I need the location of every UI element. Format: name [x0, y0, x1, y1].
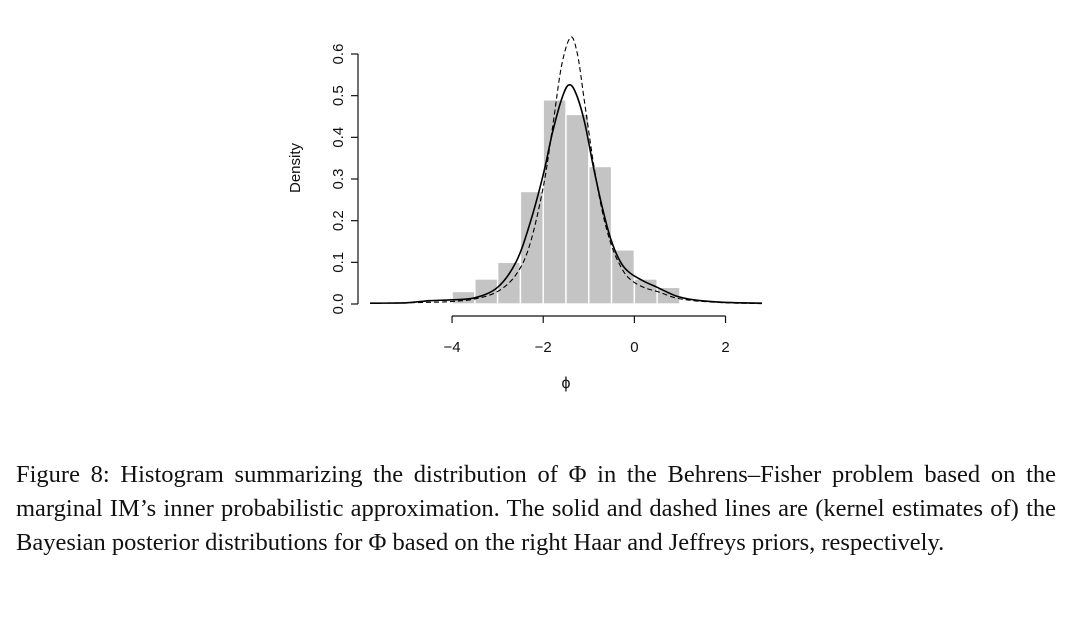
x-tick-label: −2 [535, 339, 552, 356]
histogram-bar [588, 165, 613, 305]
x-tick-label: 0 [630, 339, 638, 356]
x-tick-label: 2 [721, 339, 729, 356]
histogram-bar [656, 286, 681, 305]
histogram-figure: −4 −2 0 2 0.0 0.1 0.2 0.3 0.4 0.5 0.6 ϕ Density [287, 36, 763, 392]
x-tick-label: −4 [443, 339, 460, 356]
y-tick-label: 0.4 [330, 127, 347, 148]
y-axis: 0.0 0.1 0.2 0.3 0.4 0.5 0.6 [330, 44, 359, 315]
x-axis: −4 −2 0 2 [443, 315, 730, 356]
jeffreys-posterior-dashed-line [369, 36, 763, 305]
y-tick-label: 0.5 [330, 85, 347, 106]
y-tick-label: 0.3 [330, 169, 347, 190]
histogram-bar [542, 99, 567, 305]
histogram-bar [565, 113, 590, 305]
y-axis-label: Density [287, 142, 304, 193]
y-tick-label: 0.2 [330, 210, 347, 231]
y-tick-label: 0.6 [330, 44, 347, 65]
histogram-bars [451, 99, 681, 305]
right-haar-posterior-solid-line [369, 84, 763, 304]
figure-caption: Figure 8: Histogram summarizing the dist… [16, 461, 1056, 556]
histogram-bar [519, 190, 544, 305]
histogram-plot: −4 −2 0 2 0.0 0.1 0.2 0.3 0.4 0.5 0.6 ϕ Density [287, 36, 763, 392]
histogram-bar [610, 249, 636, 305]
y-tick-label: 0.1 [330, 252, 347, 273]
y-tick-label: 0.0 [330, 294, 347, 315]
histogram-bar [474, 278, 499, 305]
x-axis-label: ϕ [562, 375, 571, 392]
